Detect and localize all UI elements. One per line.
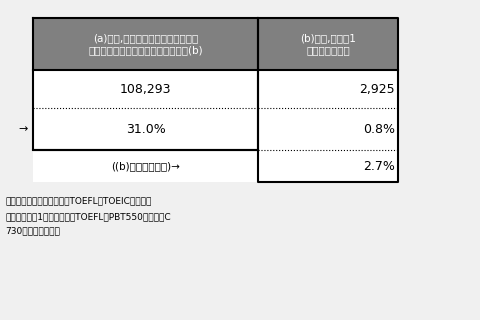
Text: 2,925: 2,925 (360, 83, 395, 95)
Text: 31.0%: 31.0% (126, 123, 166, 135)
Text: ((b)に占める割合)→: ((b)に占める割合)→ (111, 161, 180, 171)
Text: 2.7%: 2.7% (363, 159, 395, 172)
Text: 0.8%: 0.8% (363, 123, 395, 135)
Bar (258, 18, 398, 70)
Text: →: → (18, 124, 28, 134)
Text: (a)の内,英語能力に関する外部試験
を受験した経験のある教員数・・・(b): (a)の内,英語能力に関する外部試験 を受験した経験のある教員数・・・(b) (88, 33, 203, 55)
Text: とは、英検準1級以上以外にTOEFLのPBT550点以上、C: とは、英検準1級以上以外にTOEFLのPBT550点以上、C (5, 212, 170, 221)
Text: 730点以上を指す。: 730点以上を指す。 (5, 226, 60, 235)
Text: 108,293: 108,293 (120, 83, 171, 95)
Bar (33, 18, 258, 70)
Text: 「外部試験」とは、英検、TOEFL、TOEICを指す。: 「外部試験」とは、英検、TOEFL、TOEICを指す。 (5, 196, 151, 205)
Text: (b)の内,英検準1
取得している教: (b)の内,英検準1 取得している教 (300, 33, 356, 55)
Bar (33, 18, 398, 182)
